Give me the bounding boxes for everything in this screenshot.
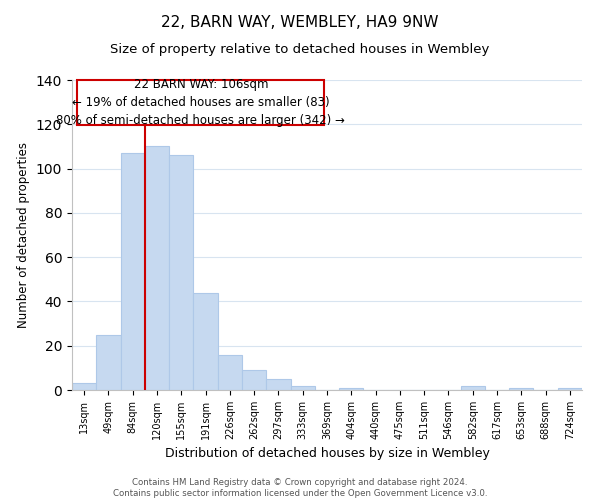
Bar xyxy=(96,334,121,390)
Bar xyxy=(193,292,218,390)
Bar xyxy=(339,388,364,390)
Bar xyxy=(290,386,315,390)
Bar xyxy=(145,146,169,390)
Text: 22 BARN WAY: 106sqm
← 19% of detached houses are smaller (83)
80% of semi-detach: 22 BARN WAY: 106sqm ← 19% of detached ho… xyxy=(56,78,345,127)
Bar xyxy=(461,386,485,390)
Bar xyxy=(266,379,290,390)
Bar xyxy=(558,388,582,390)
Text: Size of property relative to detached houses in Wembley: Size of property relative to detached ho… xyxy=(110,42,490,56)
Bar xyxy=(121,153,145,390)
Y-axis label: Number of detached properties: Number of detached properties xyxy=(17,142,31,328)
Bar xyxy=(72,384,96,390)
Bar xyxy=(509,388,533,390)
FancyBboxPatch shape xyxy=(77,80,325,125)
Bar xyxy=(242,370,266,390)
Text: 22, BARN WAY, WEMBLEY, HA9 9NW: 22, BARN WAY, WEMBLEY, HA9 9NW xyxy=(161,15,439,30)
X-axis label: Distribution of detached houses by size in Wembley: Distribution of detached houses by size … xyxy=(164,448,490,460)
Bar xyxy=(218,354,242,390)
Bar xyxy=(169,156,193,390)
Text: Contains HM Land Registry data © Crown copyright and database right 2024.
Contai: Contains HM Land Registry data © Crown c… xyxy=(113,478,487,498)
